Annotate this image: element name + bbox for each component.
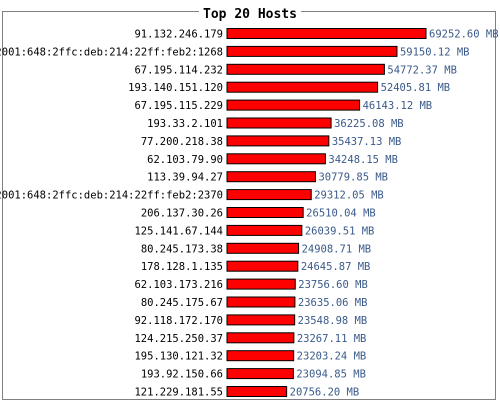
bar xyxy=(226,63,385,75)
bar xyxy=(226,153,326,165)
bar xyxy=(226,368,294,380)
value-label: 52405.81 MB xyxy=(381,82,451,94)
value-label: 23548.98 MB xyxy=(298,315,368,327)
value-label: 24908.71 MB xyxy=(302,243,372,255)
bar xyxy=(226,224,303,236)
category-label: 62.103.79.90 xyxy=(147,154,223,166)
value-label: 54772.37 MB xyxy=(387,64,457,76)
bar xyxy=(226,314,296,326)
category-label: 2001:648:2ffc:deb:214:22ff:feb2:1268 xyxy=(0,46,223,58)
value-label: 23635.06 MB xyxy=(298,297,368,309)
category-label: 193.33.2.101 xyxy=(147,118,223,130)
category-label: 193.140.151.120 xyxy=(128,82,223,94)
bar xyxy=(226,332,295,344)
category-label: 80.245.173.38 xyxy=(141,243,223,255)
value-label: 26510.04 MB xyxy=(306,208,376,220)
value-label: 36225.08 MB xyxy=(334,118,404,130)
value-label: 34248.15 MB xyxy=(328,154,398,166)
category-label: 195.130.121.32 xyxy=(134,351,223,363)
category-label: 113.39.94.27 xyxy=(147,172,223,184)
category-label: 80.245.175.67 xyxy=(141,297,223,309)
bar xyxy=(226,278,296,290)
category-label: 67.195.115.229 xyxy=(134,100,223,112)
category-label: 92.118.172.170 xyxy=(134,315,223,327)
bar xyxy=(226,99,361,111)
bar xyxy=(226,296,296,308)
chart-title-wrap: Top 20 Hosts xyxy=(0,3,500,22)
value-label: 23203.24 MB xyxy=(297,351,367,363)
value-label: 46143.12 MB xyxy=(363,100,433,112)
bar xyxy=(226,171,316,183)
category-label: 2001:648:2ffc:deb:214:22ff:feb2:2370 xyxy=(0,190,223,202)
bar xyxy=(226,260,299,272)
bar xyxy=(226,28,427,39)
category-label: 91.132.246.179 xyxy=(134,29,223,41)
bar xyxy=(226,189,312,201)
bar xyxy=(226,242,300,254)
bar xyxy=(226,386,288,397)
value-label: 23094.85 MB xyxy=(296,369,366,381)
value-label: 23267.11 MB xyxy=(297,333,367,345)
value-label: 69252.60 MB xyxy=(429,29,499,41)
bar xyxy=(226,135,330,147)
value-label: 59150.12 MB xyxy=(400,46,470,58)
value-label: 29312.05 MB xyxy=(314,190,384,202)
bar xyxy=(226,117,332,129)
category-label: 125.141.67.144 xyxy=(134,225,223,237)
category-label: 124.215.250.37 xyxy=(134,333,223,345)
category-label: 62.103.173.216 xyxy=(134,279,223,291)
category-label: 193.92.150.66 xyxy=(141,369,223,381)
bar xyxy=(226,350,295,362)
value-label: 26039.51 MB xyxy=(305,225,375,237)
chart-title: Top 20 Hosts xyxy=(199,7,301,22)
category-label: 67.195.114.232 xyxy=(134,64,223,76)
category-label: 178.128.1.135 xyxy=(141,261,223,273)
value-label: 20756.20 MB xyxy=(290,387,360,399)
bar xyxy=(226,81,379,93)
bar xyxy=(226,207,304,218)
value-label: 23756.60 MB xyxy=(298,279,368,291)
category-label: 77.200.218.38 xyxy=(141,136,223,148)
category-label: 121.229.181.55 xyxy=(134,387,223,399)
value-label: 35437.13 MB xyxy=(332,136,402,148)
value-label: 24645.87 MB xyxy=(301,261,371,273)
category-label: 206.137.30.26 xyxy=(141,208,223,220)
value-label: 30779.85 MB xyxy=(318,172,388,184)
bar xyxy=(226,45,398,57)
